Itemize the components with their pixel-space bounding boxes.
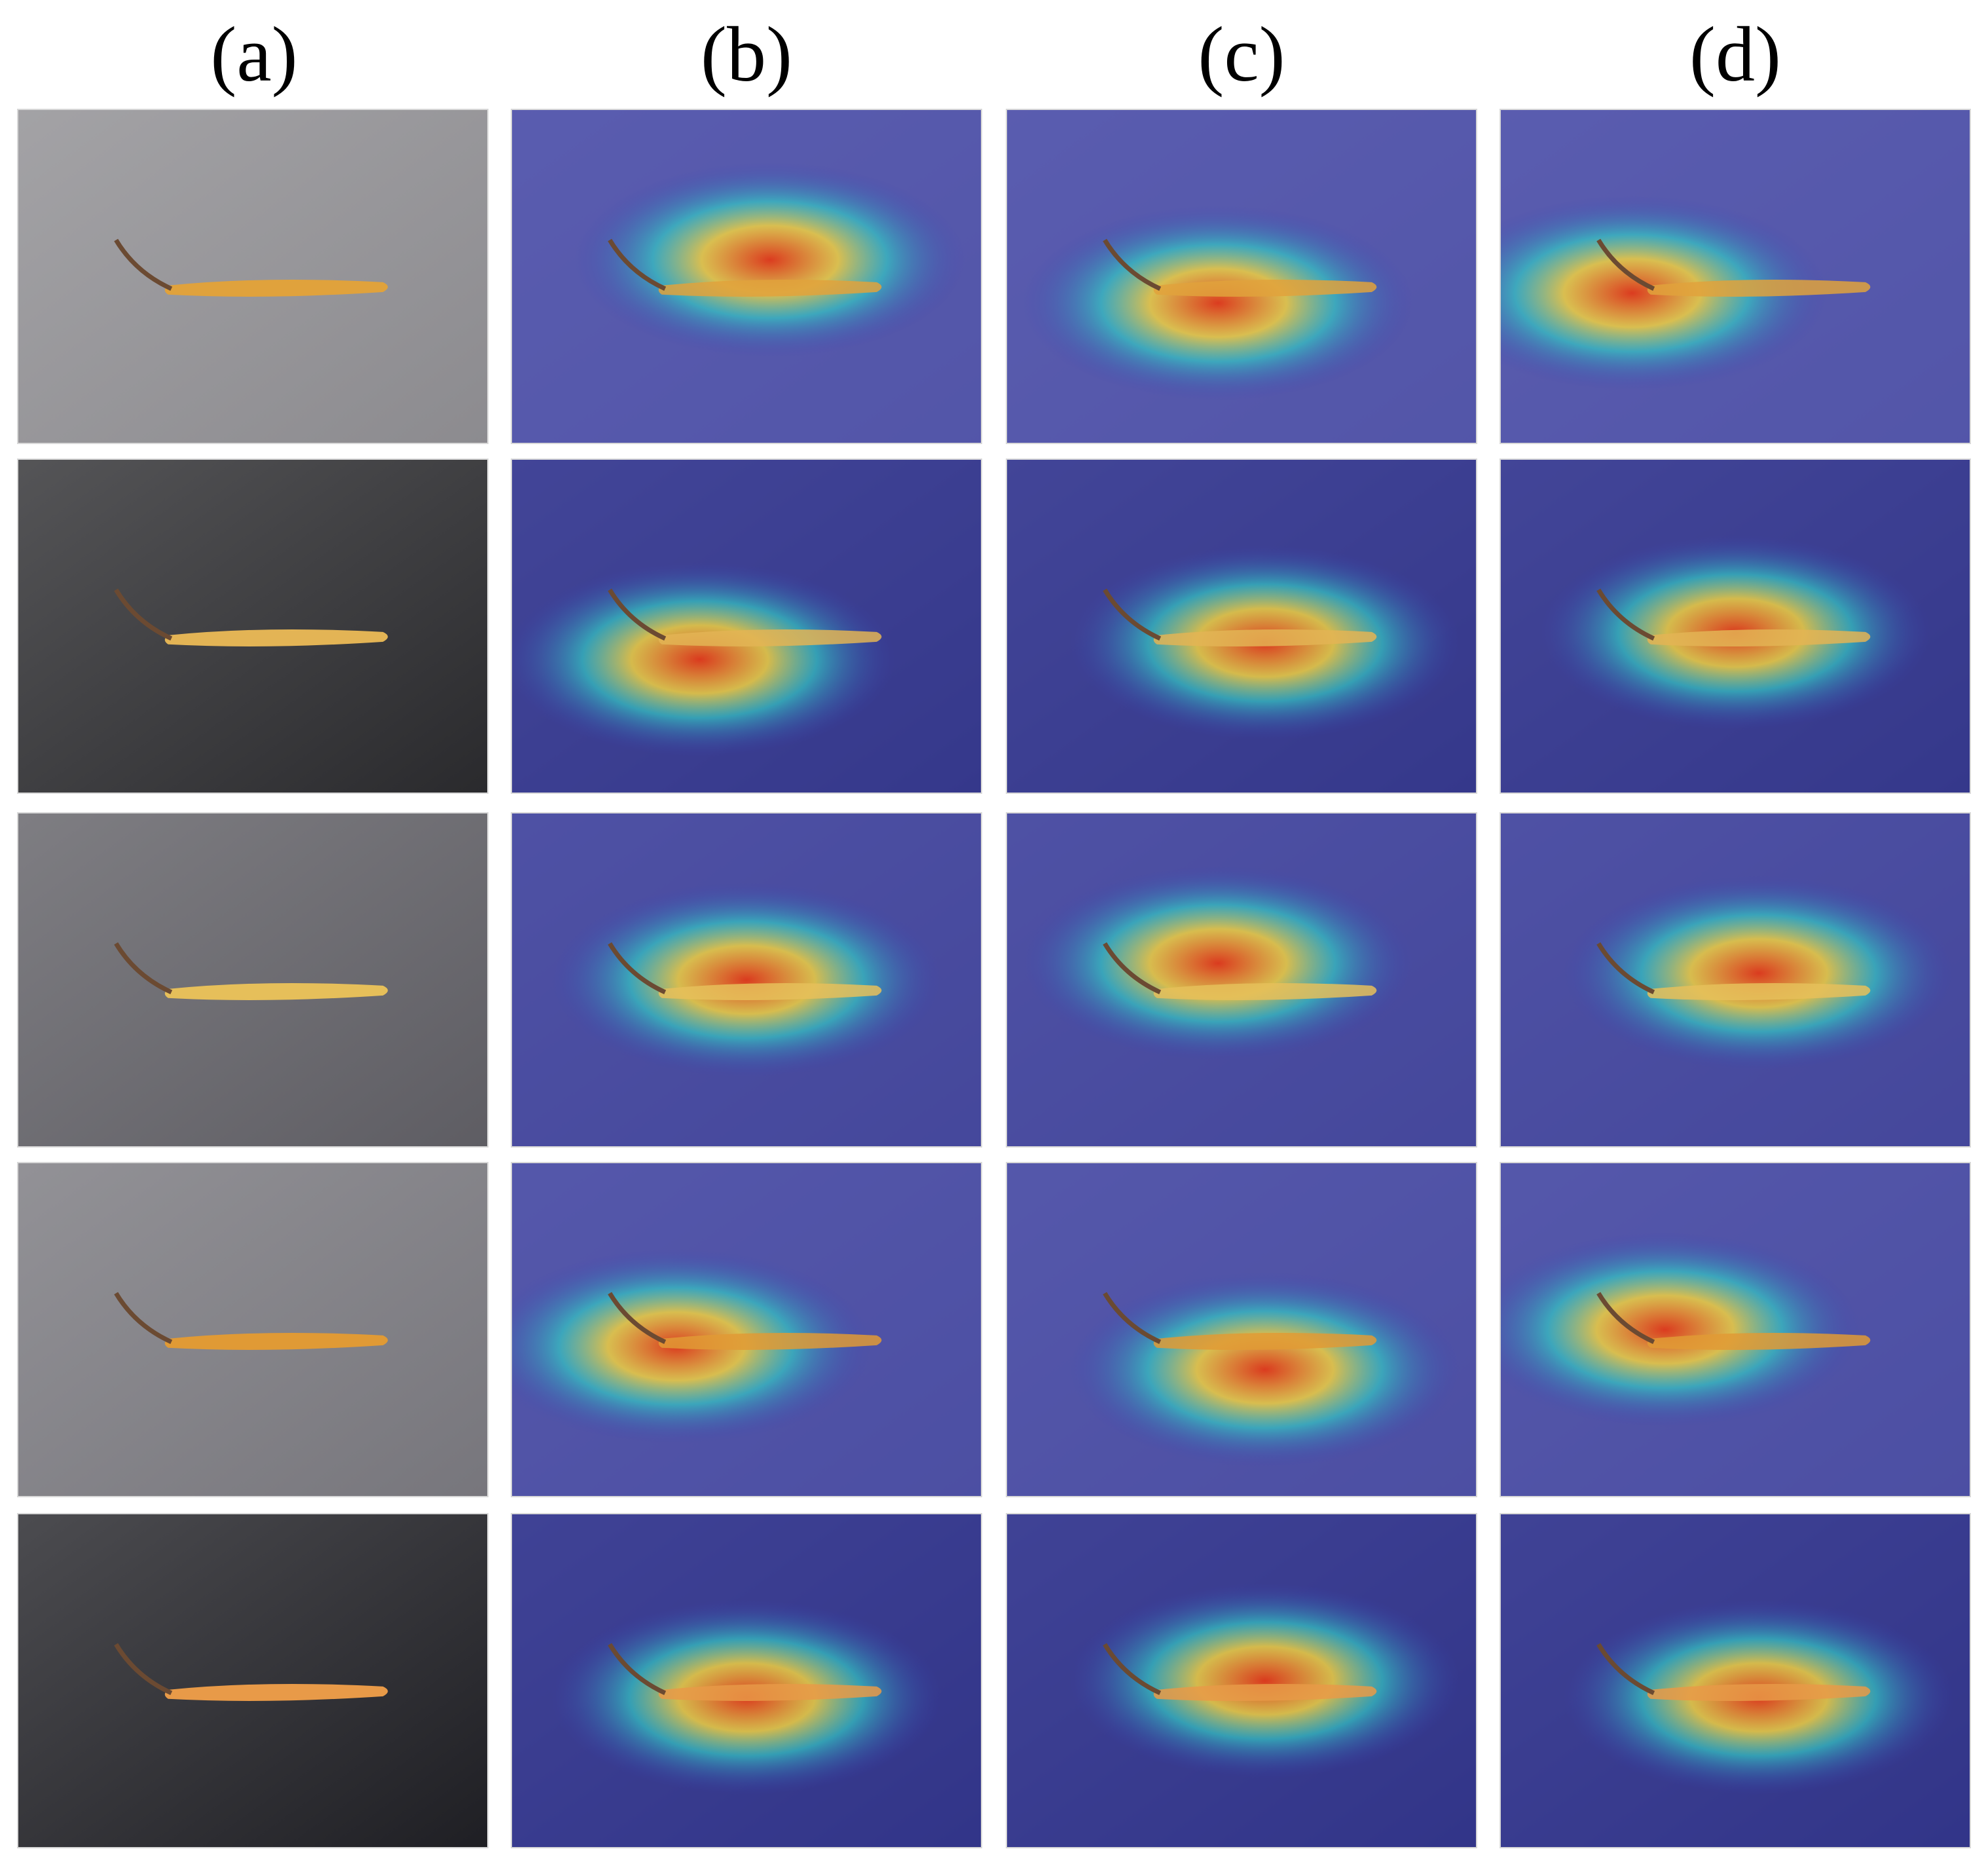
image-3-a bbox=[17, 812, 488, 1148]
specimen-body bbox=[1153, 1683, 1377, 1701]
specimen-stem bbox=[1103, 238, 1162, 291]
activation-region bbox=[1069, 1583, 1461, 1778]
activation-region bbox=[1501, 1232, 1860, 1427]
image-2-c bbox=[1006, 458, 1477, 794]
specimen-body bbox=[1647, 629, 1871, 646]
specimen-stem bbox=[608, 942, 667, 995]
background bbox=[18, 1163, 487, 1496]
specimen-body bbox=[658, 279, 882, 297]
specimen-stem bbox=[114, 238, 173, 291]
background bbox=[18, 460, 487, 793]
image-2-d bbox=[1500, 458, 1971, 794]
specimen-stem bbox=[1596, 1292, 1655, 1345]
activation-region bbox=[1563, 876, 1955, 1071]
specimen-body bbox=[658, 629, 882, 646]
specimen-stem bbox=[608, 1292, 667, 1345]
image-4-a bbox=[17, 1162, 488, 1497]
specimen-stem bbox=[1103, 942, 1162, 995]
specimen-body bbox=[1647, 1332, 1871, 1350]
activation-region bbox=[1069, 1272, 1461, 1467]
specimen-stem bbox=[608, 1643, 667, 1696]
specimen-body bbox=[658, 1683, 882, 1701]
specimen-body bbox=[658, 982, 882, 1000]
column-label-a: (a) bbox=[210, 10, 298, 98]
activation-region bbox=[1022, 205, 1414, 401]
specimen-body bbox=[1153, 629, 1377, 646]
specimen-body bbox=[1647, 1683, 1871, 1701]
image-4-c bbox=[1006, 1162, 1477, 1497]
specimen-stem bbox=[1103, 588, 1162, 641]
specimen-body bbox=[164, 1332, 388, 1350]
activation-region bbox=[512, 562, 895, 757]
specimen-body bbox=[1153, 982, 1377, 1000]
image-5-b bbox=[511, 1513, 982, 1848]
specimen-stem bbox=[608, 238, 667, 291]
image-1-a bbox=[17, 109, 488, 444]
image-5-c bbox=[1006, 1513, 1477, 1848]
specimen-stem bbox=[1596, 942, 1655, 995]
specimen-body bbox=[658, 1332, 882, 1350]
column-label-c: (c) bbox=[1198, 10, 1285, 98]
specimen-stem bbox=[114, 1292, 173, 1345]
background bbox=[18, 110, 487, 443]
specimen-stem bbox=[608, 588, 667, 641]
image-3-b bbox=[511, 812, 982, 1148]
specimen-stem bbox=[1103, 1292, 1162, 1345]
specimen-body bbox=[1153, 279, 1377, 297]
specimen-body bbox=[1647, 982, 1871, 1000]
image-3-d bbox=[1500, 812, 1971, 1148]
activation-region bbox=[1022, 865, 1414, 1061]
specimen-stem bbox=[1596, 1643, 1655, 1696]
activation-region bbox=[551, 882, 942, 1077]
specimen-body bbox=[164, 982, 388, 1000]
image-2-b bbox=[511, 458, 982, 794]
specimen-body bbox=[1647, 279, 1871, 297]
image-4-d bbox=[1500, 1162, 1971, 1497]
activation-region bbox=[574, 162, 966, 358]
background bbox=[18, 813, 487, 1146]
specimen-stem bbox=[114, 942, 173, 995]
image-1-c bbox=[1006, 109, 1477, 444]
image-2-a bbox=[17, 458, 488, 794]
specimen-body bbox=[164, 1683, 388, 1701]
specimen-body bbox=[164, 629, 388, 646]
specimen-stem bbox=[114, 1643, 173, 1696]
image-5-a bbox=[17, 1513, 488, 1848]
image-5-d bbox=[1500, 1513, 1971, 1848]
image-1-b bbox=[511, 109, 982, 444]
column-label-d: (d) bbox=[1689, 10, 1781, 98]
image-4-b bbox=[511, 1162, 982, 1497]
specimen-stem bbox=[114, 588, 173, 641]
image-1-d bbox=[1500, 109, 1971, 444]
image-3-c bbox=[1006, 812, 1477, 1148]
column-label-b: (b) bbox=[701, 10, 792, 98]
background bbox=[18, 1514, 487, 1847]
specimen-stem bbox=[1596, 238, 1655, 291]
specimen-body bbox=[1153, 1332, 1377, 1350]
specimen-body bbox=[164, 279, 388, 297]
specimen-stem bbox=[1596, 588, 1655, 641]
specimen-stem bbox=[1103, 1643, 1162, 1696]
